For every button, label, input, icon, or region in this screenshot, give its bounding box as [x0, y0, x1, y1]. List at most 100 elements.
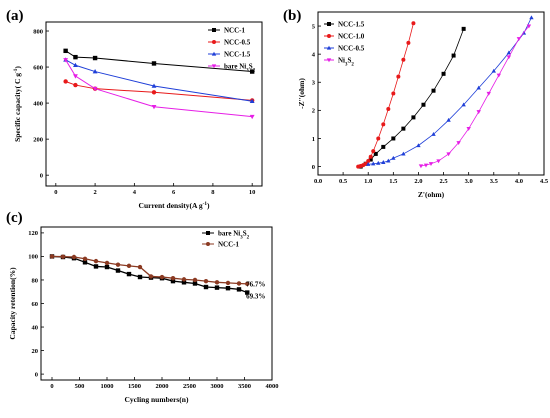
y-tick-label: 0 — [35, 371, 38, 378]
x-tick-label: 2500 — [183, 383, 196, 390]
panel-label: (c) — [6, 210, 23, 226]
data-point — [526, 24, 532, 29]
y-tick-label: 800 — [33, 28, 43, 35]
x-tick-label: 4000 — [266, 383, 279, 390]
data-point — [496, 73, 501, 78]
legend-entry: NCC-1.0 — [338, 33, 365, 41]
legend-entry: NCC-0.5 — [338, 45, 365, 53]
x-tick-label: 4 — [133, 189, 137, 196]
y-tick-label: 600 — [33, 64, 43, 71]
data-point — [529, 15, 534, 20]
chart-panel-1: (a) 0 2 4 6 8 10 0 200 400 600 800 Current density(A… — [6, 8, 263, 210]
data-point — [245, 290, 250, 295]
data-point — [137, 274, 143, 280]
legend-entry: Ni3S2 — [338, 57, 354, 68]
data-point — [245, 281, 250, 287]
data-point — [192, 277, 198, 283]
x-tick-label: 3.5 — [490, 178, 499, 185]
y-tick-label: 100 — [28, 254, 38, 261]
series-ni3s2 — [418, 24, 532, 169]
plot-frame — [40, 226, 273, 381]
data-point — [376, 136, 381, 141]
data-point — [366, 158, 371, 163]
data-point — [82, 260, 88, 265]
series-line — [65, 81, 253, 101]
data-point — [151, 90, 157, 95]
data-point — [446, 117, 451, 122]
data-point — [63, 79, 68, 84]
data-point — [451, 53, 456, 58]
data-point — [486, 91, 491, 96]
x-tick-label: 1.5 — [389, 178, 398, 185]
data-point — [236, 281, 242, 286]
legend: NCC-1 NCC-0.5 NCC-1.5 bare Ni3S2 — [208, 27, 256, 74]
panel-label: (b) — [283, 8, 301, 24]
data-point — [49, 254, 55, 259]
data-point — [506, 55, 512, 60]
annotation-label: 76.7% — [246, 280, 265, 288]
data-point — [181, 280, 187, 285]
x-tick-label: 10 — [249, 189, 256, 196]
chart-panel-2: (b) 0.0 0.5 1.0 1.5 2.0 2.5 3.0 3.5 4.0 4.5 0 1 2 3 4 5 Z… — [283, 8, 549, 199]
y-tick-label: 3 — [312, 80, 316, 87]
data-point — [376, 160, 381, 165]
y-tick-label: 400 — [33, 100, 43, 107]
data-point — [73, 62, 78, 68]
data-point — [491, 68, 496, 73]
data-point — [60, 254, 66, 259]
data-point — [368, 154, 373, 159]
y-tick-label: 2 — [312, 108, 315, 115]
data-point — [516, 37, 522, 41]
data-point — [203, 278, 209, 284]
data-point — [225, 280, 231, 286]
data-point — [159, 274, 165, 280]
y-tick-label: 1 — [312, 136, 315, 143]
x-tick-label: 1000 — [101, 383, 114, 390]
series-bare-ni3s2 — [63, 58, 255, 120]
y-tick-label: 5 — [312, 23, 316, 30]
data-point — [151, 83, 157, 88]
data-point — [373, 151, 378, 156]
legend-marker — [206, 242, 210, 246]
data-point — [93, 264, 99, 269]
y-tick-label: 60 — [32, 301, 39, 308]
data-point — [506, 50, 512, 55]
legend-marker — [212, 40, 216, 44]
data-point — [225, 286, 231, 291]
data-point — [428, 162, 434, 167]
data-point — [381, 122, 386, 127]
data-point — [381, 160, 386, 164]
legend-entry: NCC-1 — [218, 241, 239, 249]
data-point — [71, 254, 77, 260]
y-tick-label: 0 — [40, 172, 43, 179]
x-tick-label: 2000 — [156, 383, 169, 390]
legend-marker — [327, 22, 331, 26]
data-point — [249, 69, 255, 74]
data-point — [236, 287, 242, 292]
data-point — [416, 143, 421, 148]
y-tick-label: 0 — [312, 164, 315, 171]
y-tick-label: 20 — [32, 348, 39, 355]
data-point — [73, 82, 78, 88]
data-point — [401, 57, 406, 62]
data-point — [126, 263, 132, 269]
data-point — [214, 285, 220, 290]
x-tick-label: 0.5 — [339, 178, 348, 185]
data-point — [366, 162, 371, 166]
x-tick-label: 4.5 — [540, 178, 549, 185]
data-point — [391, 91, 396, 96]
data-point — [249, 98, 255, 104]
legend-entry: NCC-1 — [224, 27, 245, 35]
data-point — [115, 268, 121, 273]
y-tick-label: 120 — [28, 230, 38, 237]
legend-marker — [211, 64, 217, 69]
data-point — [431, 88, 436, 93]
x-axis-title: Cycling numbers(n) — [125, 395, 189, 404]
data-point — [63, 58, 69, 63]
legend-entry: bare Ni3S2 — [224, 63, 256, 74]
legend: NCC-1.5 NCC-1.0 NCC-0.5 Ni3S2 — [324, 21, 365, 68]
x-tick-label: 1.0 — [364, 178, 372, 185]
series-ncc-1-0 — [356, 21, 416, 169]
data-point — [104, 264, 110, 270]
data-point — [456, 141, 461, 145]
